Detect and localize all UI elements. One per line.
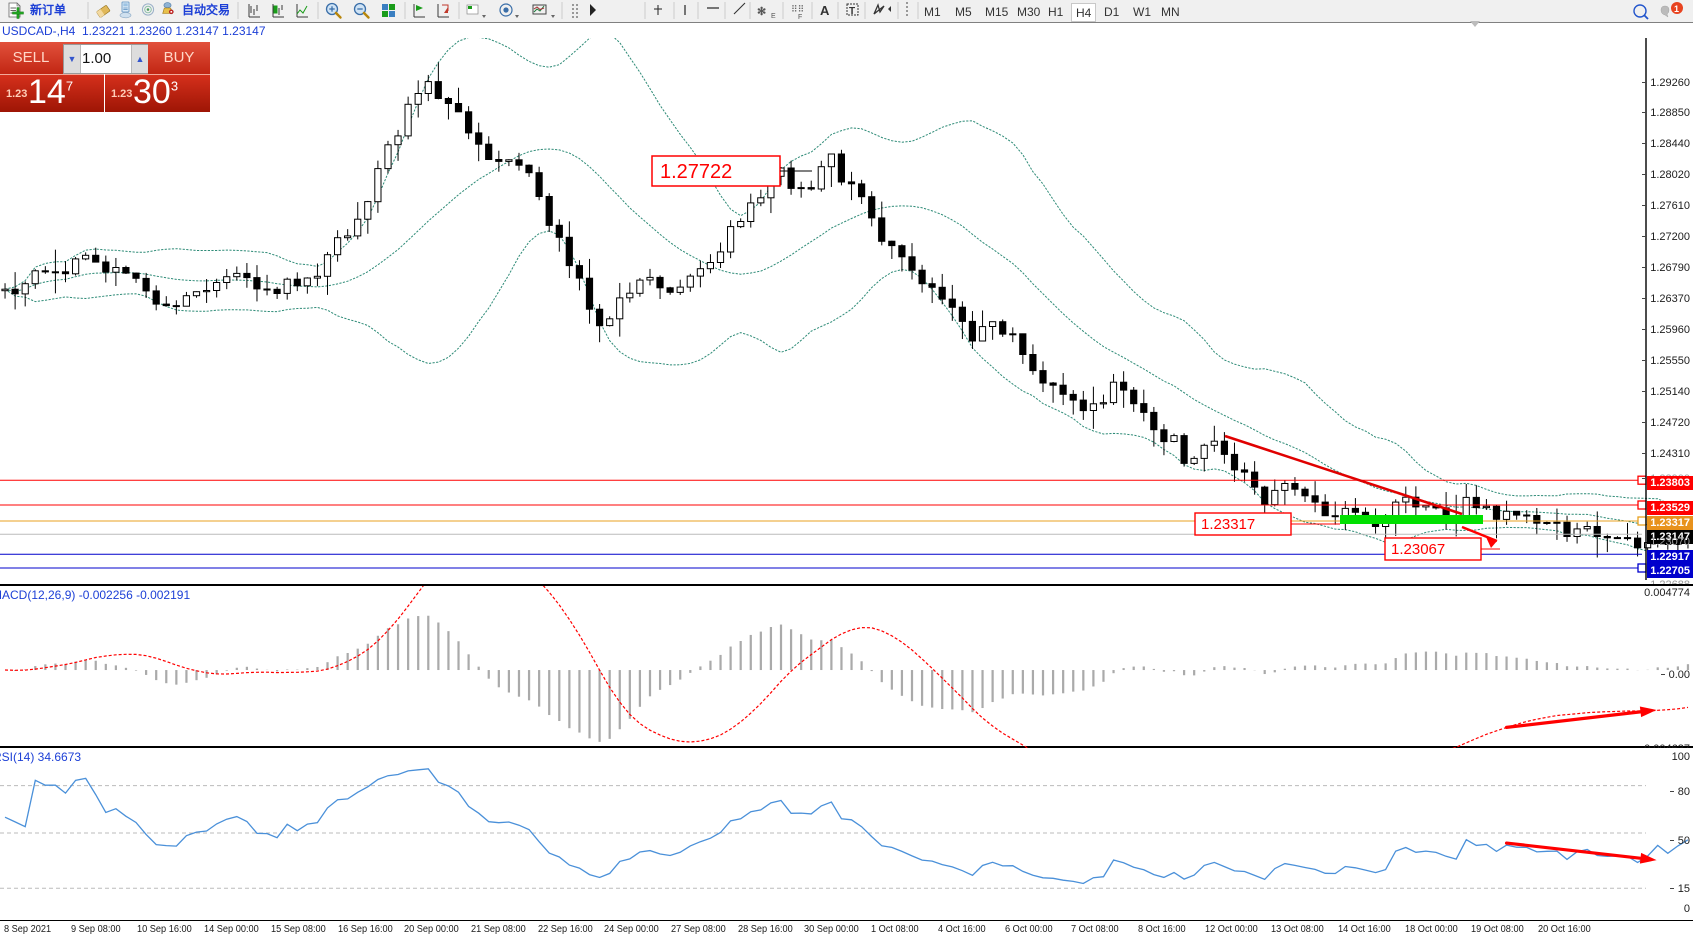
svg-text:1: 1 [1674,4,1679,14]
